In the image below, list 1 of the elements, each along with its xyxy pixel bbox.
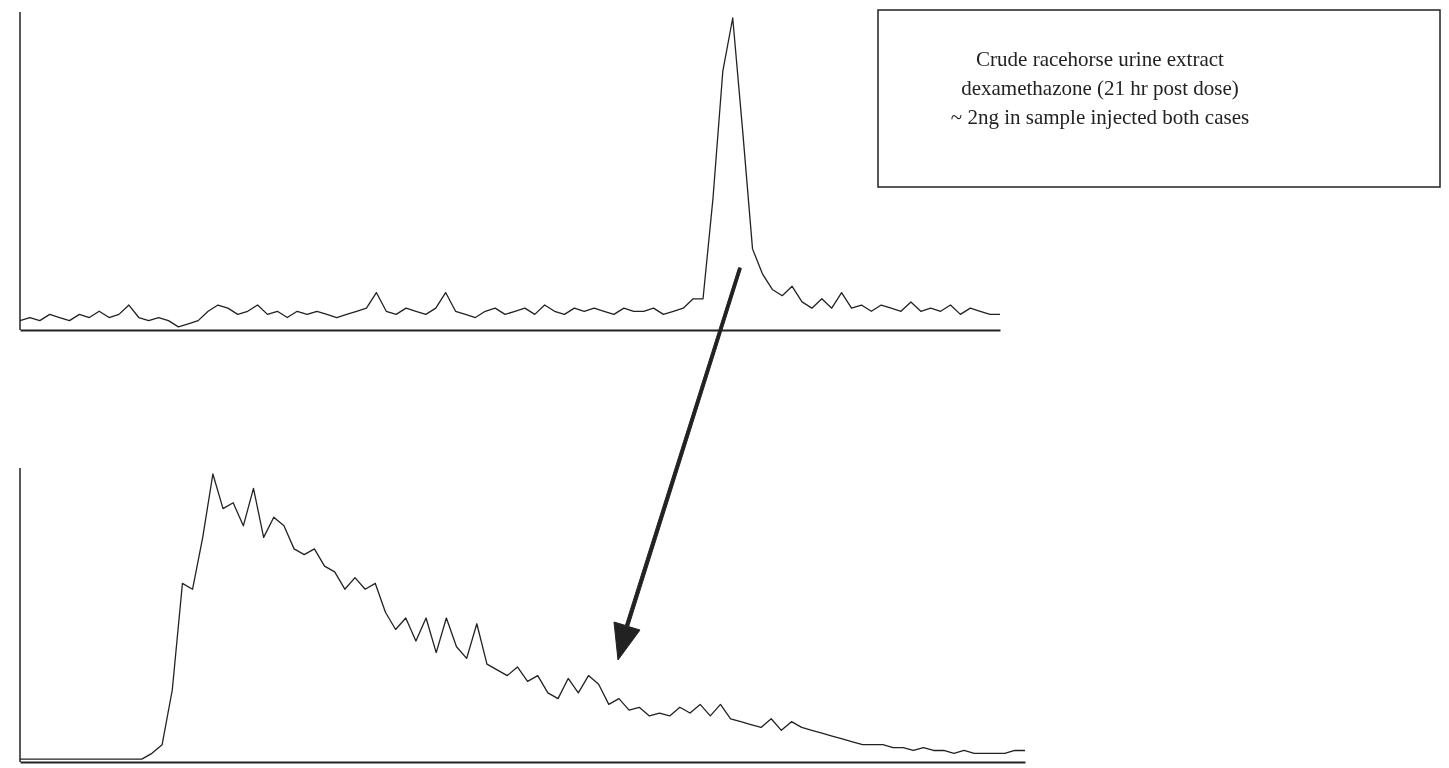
annotation: Crude racehorse urine extract dexamethazone (21 hr post dose) ~ 2ng in sample injected both cases: [950, 47, 1250, 129]
